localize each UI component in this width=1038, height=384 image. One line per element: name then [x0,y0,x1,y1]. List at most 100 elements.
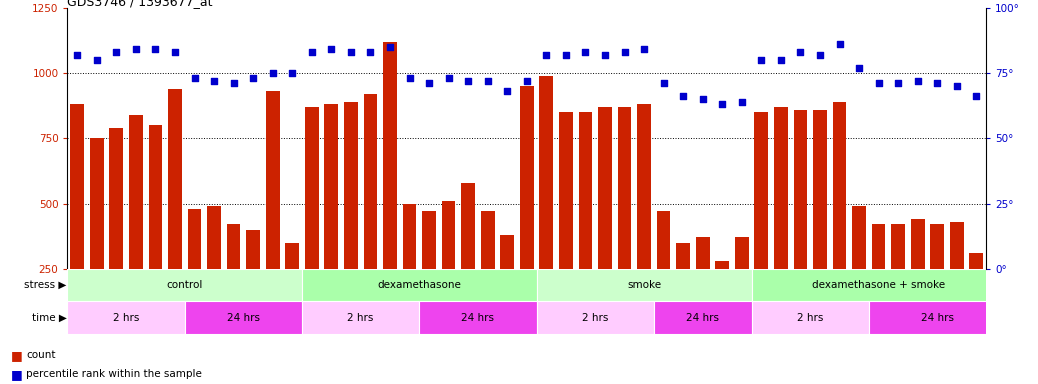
Text: dexamethasone + smoke: dexamethasone + smoke [812,280,946,290]
Point [460,78,476,84]
Point [949,83,965,89]
Point [714,101,731,108]
Bar [461,183,475,269]
Bar [813,109,827,269]
Bar [168,89,182,269]
Bar [637,104,651,269]
Bar [344,102,358,269]
Bar [266,91,279,269]
Point [206,78,222,84]
Bar [363,94,377,269]
Point [851,65,868,71]
Point [968,93,985,99]
Bar [442,201,456,269]
Bar [537,269,752,301]
Point [792,49,809,55]
Text: 24 hrs: 24 hrs [921,313,954,323]
Point [812,51,828,58]
Bar [832,102,846,269]
Bar [208,206,221,269]
Bar [305,107,319,269]
Point [870,80,886,86]
Bar [872,224,885,269]
Bar [71,104,84,269]
Text: GDS3746 / 1393677_at: GDS3746 / 1393677_at [67,0,213,8]
Text: dexamethasone: dexamethasone [378,280,461,290]
Bar [755,112,768,269]
Point [538,51,554,58]
Point [635,46,652,53]
Point [480,78,496,84]
Bar [419,301,537,334]
Bar [537,301,654,334]
Bar [735,237,748,269]
Point [753,57,769,63]
Bar [422,211,436,269]
Point [577,49,594,55]
Point [147,46,164,53]
Bar [285,243,299,269]
Point [929,80,946,86]
Point [655,80,672,86]
Bar [715,261,729,269]
Bar [226,224,241,269]
Point [186,75,202,81]
Bar [188,209,201,269]
Bar [383,41,397,269]
Bar [302,301,419,334]
Bar [148,125,162,269]
Point [518,78,535,84]
Point [108,49,125,55]
Bar [559,112,573,269]
Bar [109,128,124,269]
Bar [302,269,537,301]
Bar [695,237,710,269]
Point [440,75,457,81]
Bar [969,253,983,269]
Point [402,75,418,81]
Text: 24 hrs: 24 hrs [227,313,260,323]
Point [909,78,926,84]
Point [694,96,711,102]
Point [362,49,379,55]
Point [245,75,262,81]
Bar [246,230,260,269]
Point [323,46,339,53]
Bar [598,107,611,269]
Point [382,44,399,50]
Point [167,49,184,55]
Bar [578,112,593,269]
Bar [67,269,302,301]
Point [734,99,750,105]
Bar [892,224,905,269]
Point [265,70,281,76]
Bar [185,301,302,334]
Bar [930,224,945,269]
Bar [950,222,963,269]
Point [88,57,105,63]
Bar [129,115,142,269]
Point [890,80,906,86]
Bar [752,269,1006,301]
Point [420,80,437,86]
Bar [403,204,416,269]
Bar [869,301,1006,334]
Bar [540,76,553,269]
Bar [657,211,671,269]
Bar [325,104,338,269]
Point [772,57,789,63]
Bar [618,107,631,269]
Text: 2 hrs: 2 hrs [348,313,374,323]
Text: percentile rank within the sample: percentile rank within the sample [26,369,201,379]
Point [831,41,848,47]
Point [128,46,144,53]
Point [675,93,691,99]
Text: 24 hrs: 24 hrs [686,313,719,323]
Bar [654,301,752,334]
Text: control: control [166,280,203,290]
Bar [677,243,690,269]
Text: time ▶: time ▶ [31,313,66,323]
Point [69,51,85,58]
Bar [752,301,869,334]
Point [557,51,574,58]
